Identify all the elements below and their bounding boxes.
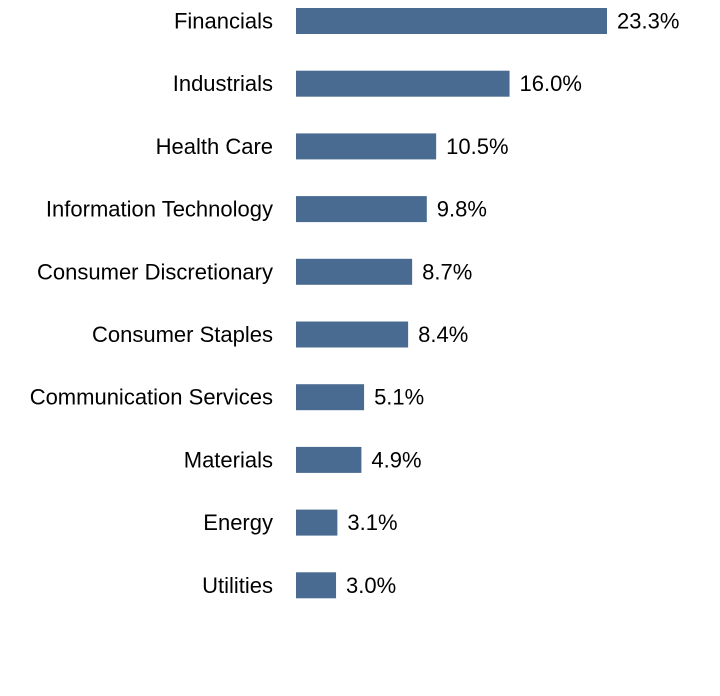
value-label-consumer-discretionary: 8.7% [422,259,472,284]
category-label-consumer-staples: Consumer Staples [92,322,273,347]
value-label-financials: 23.3% [617,9,679,34]
category-label-health-care: Health Care [156,134,273,159]
category-label-information-technology: Information Technology [46,197,273,222]
bar-communication-services [296,384,365,411]
bar-health-care [296,133,437,160]
value-label-utilities: 3.0% [346,573,396,598]
category-label-consumer-discretionary: Consumer Discretionary [37,259,273,284]
bar-materials [296,446,362,473]
bar-consumer-staples [296,321,409,348]
bar-consumer-discretionary [296,258,413,285]
value-label-communication-services: 5.1% [374,385,424,410]
value-label-information-technology: 9.8% [437,197,487,222]
bar-utilities [296,572,337,599]
category-label-industrials: Industrials [173,71,273,96]
category-label-materials: Materials [184,447,273,472]
value-label-health-care: 10.5% [446,134,508,159]
bar-financials [296,8,607,34]
category-label-energy: Energy [203,510,273,535]
category-label-utilities: Utilities [202,573,273,598]
value-label-industrials: 16.0% [520,71,582,96]
category-label-communication-services: Communication Services [30,385,273,410]
value-label-energy: 3.1% [347,510,397,535]
bar-energy [296,509,338,536]
category-label-financials: Financials [174,9,273,34]
value-label-materials: 4.9% [371,447,421,472]
value-label-consumer-staples: 8.4% [418,322,468,347]
bar-industrials [296,70,510,97]
bar-information-technology [296,196,427,223]
